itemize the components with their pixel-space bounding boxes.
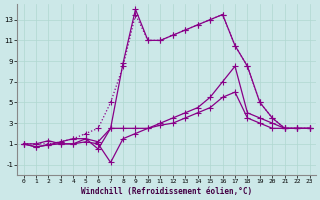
X-axis label: Windchill (Refroidissement éolien,°C): Windchill (Refroidissement éolien,°C) — [81, 187, 252, 196]
